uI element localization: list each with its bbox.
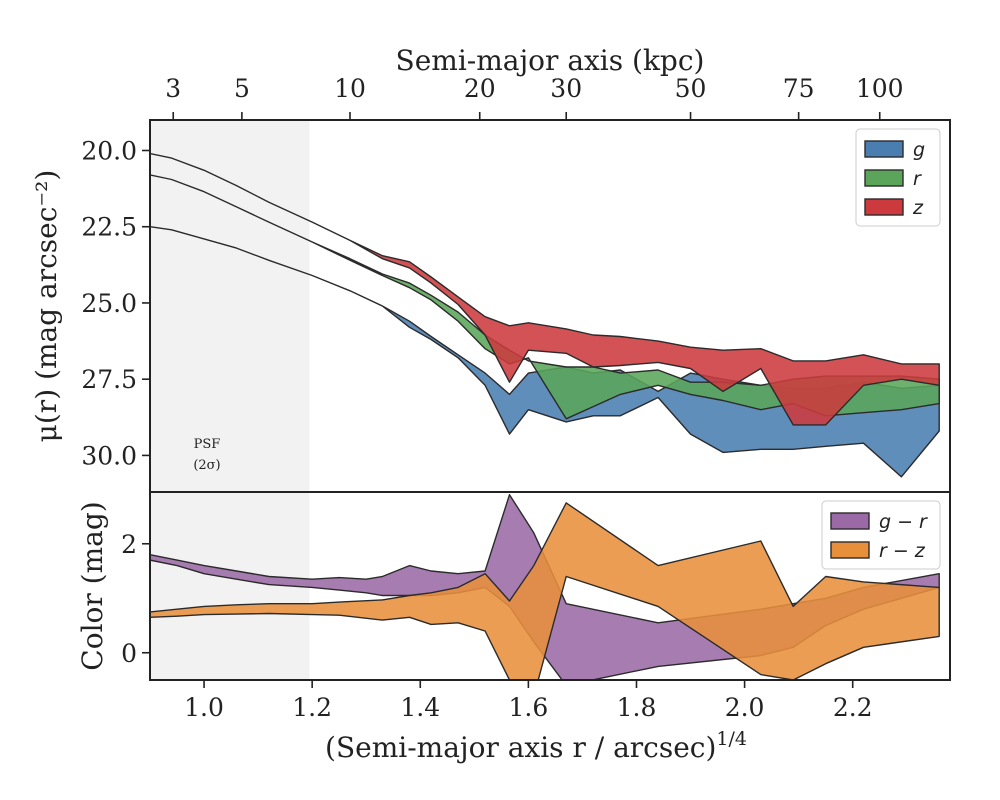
arcsec-axis-label-exponent: 1/4 bbox=[716, 728, 747, 750]
legend-entry-label: g − r bbox=[879, 511, 928, 533]
y-tick-label: 22.5 bbox=[81, 213, 137, 242]
color-legend: g − r r − z bbox=[821, 500, 941, 570]
arcsec-axis-ticks: 1.0 1.2 1.4 1.6 1.8 2.0 2.2 bbox=[184, 680, 873, 722]
psf-shade-top bbox=[151, 121, 310, 491]
color-y-ticks: 02 bbox=[121, 530, 150, 668]
x-tick-label: 2.0 bbox=[725, 693, 765, 722]
x-tick-label: 1.0 bbox=[184, 693, 224, 722]
legend-swatch bbox=[864, 198, 904, 216]
kpc-axis-label: Semi-major axis (kpc) bbox=[396, 44, 705, 77]
legend-swatch bbox=[830, 541, 870, 559]
profile-y-ticks: 20.0 22.5 25.0 27.5 30.0 bbox=[81, 136, 150, 470]
arcsec-axis-label-main: (Semi-major axis r / arcsec) bbox=[325, 731, 716, 764]
kpc-tick-label: 3 bbox=[165, 74, 181, 103]
arcsec-axis-label: (Semi-major axis r / arcsec)1/4 bbox=[325, 728, 747, 764]
color-panel: 02 1.0 1.2 1.4 1.6 1.8 2.0 2.2 Color (mag) (Se… bbox=[76, 491, 951, 764]
legend-entry-label: r bbox=[913, 168, 922, 190]
kpc-tick-label: 75 bbox=[783, 74, 815, 103]
band-rz bbox=[150, 502, 940, 680]
band-r bbox=[150, 174, 940, 420]
legend-entry-label: g bbox=[913, 139, 925, 161]
color-y-axis-label: Color (mag) bbox=[76, 501, 109, 670]
kpc-tick-label: 30 bbox=[550, 74, 582, 103]
x-tick-label: 1.4 bbox=[400, 693, 440, 722]
profile-panel: 20.0 22.5 25.0 27.5 30.0 3 5 10 20 30 50 75 100 PSF… bbox=[30, 44, 951, 493]
profile-series-group bbox=[150, 152, 940, 478]
legend-swatch bbox=[864, 169, 904, 187]
legend-swatch bbox=[830, 512, 870, 530]
profile-y-axis-label: μ(r) (mag arcsec⁻²) bbox=[30, 170, 63, 443]
band-g bbox=[150, 225, 940, 478]
y-tick-label: 2 bbox=[121, 530, 137, 559]
x-tick-label: 1.8 bbox=[617, 693, 657, 722]
color-frame bbox=[149, 491, 951, 681]
y-tick-label: 0 bbox=[121, 639, 137, 668]
color-series-group bbox=[150, 494, 940, 680]
psf-label-line2: (2σ) bbox=[193, 458, 220, 473]
kpc-tick-label: 100 bbox=[856, 74, 904, 103]
psf-label-line1: PSF bbox=[194, 437, 221, 452]
y-tick-label: 20.0 bbox=[81, 136, 137, 165]
kpc-tick-label: 5 bbox=[234, 74, 250, 103]
kpc-axis-ticks: 3 5 10 20 30 50 75 100 bbox=[165, 74, 904, 120]
kpc-tick-label: 20 bbox=[464, 74, 496, 103]
kpc-tick-label: 10 bbox=[334, 74, 366, 103]
legend-swatch bbox=[864, 140, 904, 158]
y-tick-label: 25.0 bbox=[81, 289, 137, 318]
x-tick-label: 1.2 bbox=[292, 693, 332, 722]
band-z bbox=[150, 152, 940, 426]
x-tick-label: 2.2 bbox=[833, 693, 873, 722]
kpc-tick-label: 50 bbox=[675, 74, 707, 103]
legend-entry-label: r − z bbox=[879, 540, 926, 562]
y-tick-label: 27.5 bbox=[81, 365, 137, 394]
legend-entry-label: z bbox=[912, 197, 924, 219]
profile-legend: grz bbox=[855, 128, 941, 227]
y-tick-label: 30.0 bbox=[81, 441, 137, 470]
x-tick-label: 1.6 bbox=[508, 693, 548, 722]
